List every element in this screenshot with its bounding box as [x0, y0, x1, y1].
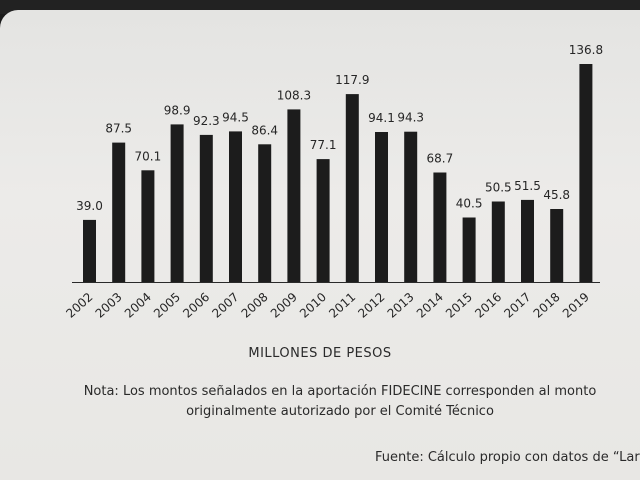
x-tick-label-2013: 2013	[385, 290, 417, 321]
bar-2002	[83, 219, 96, 282]
x-tick-label-2015: 2015	[443, 290, 475, 321]
value-label-2010: 77.1	[310, 138, 337, 152]
bar-2008	[258, 144, 272, 282]
value-label-2007: 94.5	[222, 110, 249, 124]
value-label-2008: 86.4	[251, 123, 278, 137]
value-label-2005: 98.9	[164, 103, 191, 117]
x-tick-label-2010: 2010	[297, 290, 329, 321]
value-label-2006: 92.3	[193, 114, 220, 128]
x-tick-label-2019: 2019	[560, 290, 592, 321]
x-tick-label-2007: 2007	[209, 290, 241, 321]
value-label-2012: 94.1	[368, 111, 395, 125]
value-label-2014: 68.7	[427, 152, 454, 166]
value-label-2018: 45.8	[543, 188, 570, 202]
bar-2018	[550, 209, 564, 282]
value-label-2016: 50.5	[485, 181, 512, 195]
value-label-2009: 108.3	[277, 88, 311, 102]
bar-2011	[345, 94, 359, 282]
value-label-2015: 40.5	[456, 197, 483, 211]
chart-note: Nota: Los montos señalados en la aportac…	[83, 384, 597, 419]
bar-2009	[287, 109, 301, 283]
bar-2006	[199, 134, 213, 282]
bar-2003	[112, 142, 126, 282]
value-label-2002: 39.0	[76, 199, 103, 213]
bar-2013	[404, 131, 418, 282]
bar-2005	[170, 124, 184, 283]
value-label-2003: 87.5	[105, 122, 132, 136]
chart-source: Fuente: Cálculo propio con datos de “Lar	[375, 450, 640, 465]
x-tick-label-2005: 2005	[151, 290, 183, 321]
x-tick-label-2016: 2016	[472, 290, 504, 321]
x-axis-title: MILLONES DE PESOS	[248, 346, 392, 361]
bar-2007	[229, 131, 242, 282]
bar-2017	[521, 199, 534, 282]
x-tick-label-2014: 2014	[414, 290, 446, 321]
bar-2016	[491, 201, 505, 282]
x-tick-label-2011: 2011	[326, 290, 358, 321]
bar-2014	[433, 172, 447, 282]
x-tick-label-2009: 2009	[268, 290, 300, 321]
x-tick-label-2006: 2006	[180, 290, 212, 321]
x-tick-label-2018: 2018	[531, 290, 563, 321]
value-label-2011: 117.9	[335, 73, 369, 87]
value-label-2013: 94.3	[397, 111, 424, 125]
value-label-2004: 70.1	[135, 149, 162, 163]
x-tick-label-2003: 2003	[93, 290, 125, 321]
x-tick-label-2008: 2008	[239, 290, 271, 321]
bar-2010	[316, 159, 330, 282]
x-tick-label-2017: 2017	[501, 290, 533, 321]
bar-2015	[462, 217, 476, 282]
x-tick-label-2004: 2004	[122, 290, 154, 321]
value-label-2019: 136.8	[569, 43, 603, 57]
bar-2019	[579, 64, 593, 282]
x-tick-label-2012: 2012	[355, 290, 387, 321]
bar-2004	[141, 170, 155, 282]
x-tick-label-2002: 2002	[63, 290, 95, 321]
value-label-2017: 51.5	[514, 179, 541, 193]
bar-2012	[375, 132, 388, 282]
